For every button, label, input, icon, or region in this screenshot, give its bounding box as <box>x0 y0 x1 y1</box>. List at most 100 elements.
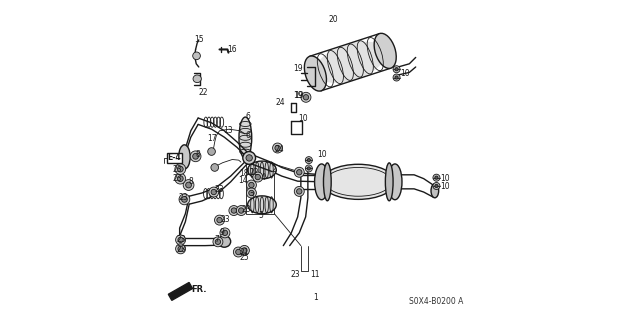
Ellipse shape <box>236 205 246 216</box>
Ellipse shape <box>217 218 222 223</box>
Ellipse shape <box>246 155 252 161</box>
Text: E-4: E-4 <box>168 153 181 162</box>
Ellipse shape <box>275 145 280 151</box>
Ellipse shape <box>296 189 302 194</box>
Text: 1: 1 <box>314 293 318 302</box>
Text: 20: 20 <box>329 15 339 24</box>
Ellipse shape <box>231 208 237 213</box>
Text: 13: 13 <box>223 126 234 135</box>
Ellipse shape <box>211 164 218 171</box>
Ellipse shape <box>305 157 312 164</box>
Ellipse shape <box>249 182 254 188</box>
Text: 17: 17 <box>207 134 216 143</box>
Ellipse shape <box>246 180 257 190</box>
Ellipse shape <box>433 182 440 189</box>
Text: 4: 4 <box>260 173 265 182</box>
Ellipse shape <box>395 68 398 71</box>
Ellipse shape <box>323 163 331 201</box>
Text: 18: 18 <box>239 169 249 178</box>
Ellipse shape <box>435 176 438 179</box>
Text: 8: 8 <box>189 177 193 186</box>
Ellipse shape <box>242 248 247 253</box>
Ellipse shape <box>321 164 395 199</box>
Ellipse shape <box>249 190 254 196</box>
Ellipse shape <box>193 52 200 60</box>
Ellipse shape <box>307 159 310 162</box>
Ellipse shape <box>253 172 263 182</box>
Ellipse shape <box>218 236 230 247</box>
Text: 19: 19 <box>293 64 303 73</box>
Ellipse shape <box>239 117 252 159</box>
Text: 12: 12 <box>245 168 255 177</box>
Text: FR.: FR. <box>191 285 207 293</box>
Ellipse shape <box>431 184 438 198</box>
Ellipse shape <box>248 196 276 214</box>
Text: 12: 12 <box>249 168 259 177</box>
Ellipse shape <box>315 41 386 83</box>
Text: 10: 10 <box>400 69 410 78</box>
Ellipse shape <box>229 205 239 216</box>
Ellipse shape <box>208 148 216 155</box>
Ellipse shape <box>193 75 202 83</box>
Text: 19: 19 <box>293 91 303 100</box>
Ellipse shape <box>186 182 191 188</box>
Text: 10: 10 <box>317 150 326 159</box>
Text: 21: 21 <box>239 248 249 256</box>
Text: 6: 6 <box>245 131 250 140</box>
Ellipse shape <box>305 165 312 172</box>
Text: 23: 23 <box>173 174 182 183</box>
Text: 24: 24 <box>275 145 284 154</box>
Ellipse shape <box>183 180 194 190</box>
Ellipse shape <box>234 247 243 257</box>
Text: 6: 6 <box>246 112 251 121</box>
Ellipse shape <box>213 237 223 247</box>
Ellipse shape <box>177 166 183 172</box>
Ellipse shape <box>211 189 216 195</box>
Ellipse shape <box>307 167 310 170</box>
Text: 23: 23 <box>177 235 186 244</box>
Ellipse shape <box>393 66 400 73</box>
Text: 8: 8 <box>196 150 200 159</box>
Ellipse shape <box>388 164 402 200</box>
Ellipse shape <box>179 145 190 169</box>
Ellipse shape <box>175 164 186 174</box>
Text: 15: 15 <box>195 35 204 44</box>
Ellipse shape <box>374 33 396 69</box>
Ellipse shape <box>303 95 308 100</box>
Ellipse shape <box>294 167 304 177</box>
Ellipse shape <box>385 163 393 201</box>
Text: 24: 24 <box>275 98 285 107</box>
Ellipse shape <box>178 237 183 242</box>
Text: 16: 16 <box>227 45 237 54</box>
Text: 7: 7 <box>215 235 220 244</box>
Ellipse shape <box>236 249 241 255</box>
Ellipse shape <box>239 245 250 256</box>
Text: 22: 22 <box>198 88 207 97</box>
Ellipse shape <box>209 187 219 197</box>
Ellipse shape <box>393 74 400 81</box>
Ellipse shape <box>246 188 257 198</box>
Text: 23: 23 <box>215 185 225 194</box>
Ellipse shape <box>255 174 260 180</box>
Text: 23: 23 <box>242 205 252 214</box>
Ellipse shape <box>177 176 183 182</box>
Ellipse shape <box>190 151 201 162</box>
Text: 2: 2 <box>271 165 276 174</box>
Ellipse shape <box>433 174 440 181</box>
Ellipse shape <box>175 235 186 245</box>
Ellipse shape <box>296 170 302 175</box>
Ellipse shape <box>243 152 255 164</box>
Ellipse shape <box>239 208 244 213</box>
Text: 23: 23 <box>178 193 188 202</box>
Text: S0X4-B0200 A: S0X4-B0200 A <box>410 297 464 306</box>
Ellipse shape <box>294 186 304 197</box>
Ellipse shape <box>178 246 183 251</box>
Text: 5: 5 <box>259 211 264 220</box>
Text: 10: 10 <box>298 114 308 123</box>
FancyArrow shape <box>168 282 193 300</box>
Bar <box>246 164 275 214</box>
Ellipse shape <box>315 164 328 200</box>
Text: 14: 14 <box>239 176 248 185</box>
Ellipse shape <box>175 173 186 184</box>
Ellipse shape <box>435 184 438 188</box>
